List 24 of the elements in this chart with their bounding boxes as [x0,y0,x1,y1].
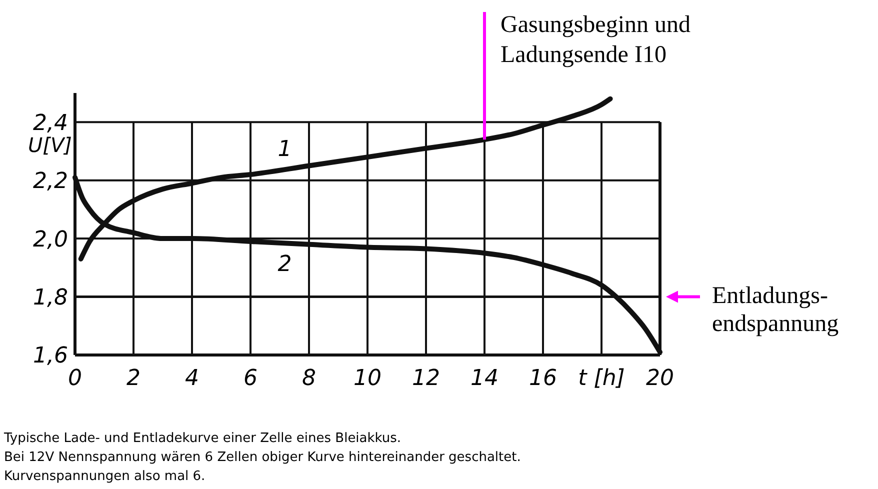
x-tick-label: 10 [354,366,382,391]
text: Kurvenspannungen also mal 6. [4,469,206,484]
y-tick-label: 1,8 [33,285,68,310]
x-tick-label: 16 [529,366,557,391]
x-tick-label: 6 [244,366,258,391]
y-tick-label: 2,4 [33,110,68,136]
annotation: Gasungsbeginn und Ladungsende I10 [500,12,690,68]
y-tick-label: 2,2 [33,169,68,194]
x-tick-label: 14 [470,366,498,391]
y-axis-title: U[V] [28,133,72,158]
x-tick-label: 20 [646,366,674,391]
x-tick-label: 2 [126,366,140,391]
y-tick-label: 1,6 [33,344,68,369]
text: Typische Lade- und Entladekurve einer Zelle eines Bleiakkus. [3,431,402,446]
series-label: 1 [278,137,292,162]
x-tick-label: 4 [185,366,199,391]
text: Bei 12V Nennspannung wären 6 Zellen obiger Kurve hintereinander geschaltet. [4,450,521,465]
x-tick-label: 12 [412,366,440,391]
x-axis-title: t [h] [578,366,625,391]
x-tick-label: 0 [68,366,82,391]
y-tick-label: 2,0 [33,227,68,252]
ref-line-label: Entladungs- endspannung [712,282,839,337]
series-label: 2 [278,252,292,277]
x-tick-label: 8 [302,366,316,391]
